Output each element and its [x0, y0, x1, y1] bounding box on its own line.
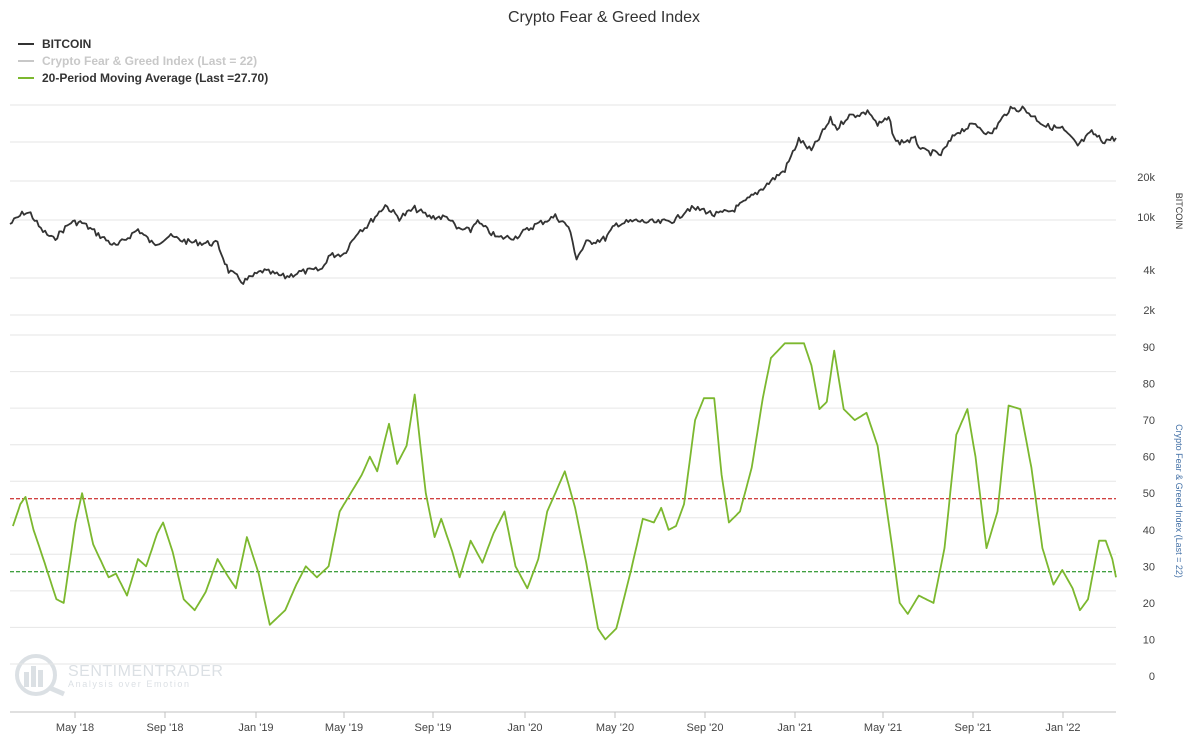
legend-item-fgi[interactable]: Crypto Fear & Greed Index (Last = 22)	[18, 54, 257, 68]
lower-y-tick-label: 10	[1143, 634, 1155, 646]
legend-item-ma[interactable]: 20-Period Moving Average (Last =27.70)	[18, 71, 268, 85]
watermark-handle-icon	[49, 685, 65, 697]
upper-y-tick-label: 2k	[1143, 305, 1155, 317]
x-tick-label: May '18	[56, 722, 94, 734]
legend-label-fgi: Crypto Fear & Greed Index (Last = 22)	[42, 54, 257, 68]
legend-label-ma: 20-Period Moving Average (Last =27.70)	[42, 71, 268, 85]
watermark-brand: SENTIMENTRADER	[68, 663, 223, 680]
watermark-bar-icon	[38, 670, 43, 687]
lower-y-tick-label: 90	[1143, 342, 1155, 354]
x-tick-label: Sep '19	[415, 722, 452, 734]
watermark-tagline: Analysis over Emotion	[68, 679, 191, 689]
moving-average-line	[12, 342, 1117, 641]
x-tick-label: May '20	[596, 722, 634, 734]
x-tick-label: May '21	[864, 722, 902, 734]
legend-item-bitcoin[interactable]: BITCOIN	[18, 37, 91, 51]
bitcoin-price-line	[9, 105, 1117, 285]
lower-y-tick-label: 70	[1143, 415, 1155, 427]
lower-y-tick-label: 80	[1143, 379, 1155, 391]
x-axis: May '18 Sep '18 Jan '19 May '19 Sep '19 Jan '…	[10, 711, 1116, 734]
watermark-bar-icon	[31, 666, 36, 687]
x-tick-label: Jan '22	[1045, 722, 1080, 734]
x-tick-label: Sep '20	[687, 722, 724, 734]
upper-axis-title: BITCOIN	[1174, 193, 1184, 230]
lower-y-tick-label: 20	[1143, 598, 1155, 610]
grid-lines	[10, 104, 1116, 665]
x-tick-label: Jan '20	[507, 722, 542, 734]
lower-y-tick-label: 40	[1143, 525, 1155, 537]
legend: BITCOIN Crypto Fear & Greed Index (Last …	[18, 37, 268, 85]
lower-y-tick-label: 0	[1149, 671, 1155, 683]
lower-y-tick-label: 30	[1143, 561, 1155, 573]
lower-y-tick-label: 50	[1143, 488, 1155, 500]
x-tick-label: Jan '21	[777, 722, 812, 734]
lower-y-axis: 0 10 20 30 40 50 60 70 80 90	[1143, 342, 1155, 683]
watermark-bar-icon	[24, 672, 29, 687]
watermark: SENTIMENTRADER Analysis over Emotion	[15, 654, 223, 697]
upper-y-axis: 2k 4k 10k 20k	[1137, 172, 1155, 317]
lower-y-tick-label: 60	[1143, 452, 1155, 464]
lower-axis-title: Crypto Fear & Greed Index (Last = 22)	[1174, 424, 1184, 578]
x-tick-label: Sep '18	[147, 722, 184, 734]
reference-lines	[10, 498, 1116, 573]
chart-title: Crypto Fear & Greed Index	[508, 9, 700, 26]
x-tick-label: Sep '21	[955, 722, 992, 734]
upper-y-tick-label: 10k	[1137, 212, 1155, 224]
upper-y-tick-label: 4k	[1143, 265, 1155, 277]
x-tick-label: May '19	[325, 722, 363, 734]
watermark-gauge-icon	[15, 654, 57, 696]
upper-y-tick-label: 20k	[1137, 172, 1155, 184]
legend-label-bitcoin: BITCOIN	[42, 37, 91, 51]
plot-series	[9, 105, 1117, 641]
x-tick-label: Jan '19	[238, 722, 273, 734]
